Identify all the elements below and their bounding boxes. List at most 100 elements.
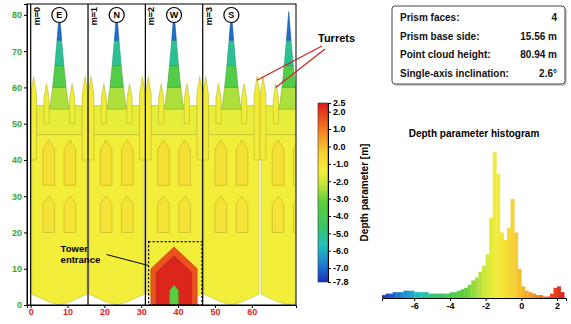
hist-x-tick: -4 [446,298,454,311]
colorbar-tick-label: -6.0 [333,246,349,256]
colorbar-tick-label: 1.0 [333,124,346,134]
y-tick-label: 40 [12,155,22,165]
histogram-bar [528,292,532,298]
colorbar-tick: 2.0 [328,107,346,117]
x-tick: 40 [174,305,184,317]
point-region [222,87,241,109]
point-region [225,66,238,88]
y-tick: 30 [12,192,27,202]
point-region [70,84,75,124]
histogram-bar [546,297,550,298]
annotation-label: Turrets [318,32,355,44]
histogram-bar [436,294,440,298]
y-tick: 50 [12,119,27,129]
point-region [44,84,49,124]
colorbar-tick-mark [328,112,331,113]
histogram-bar [475,278,479,298]
histogram-bar [446,294,450,298]
face-label: m=2 [146,7,156,25]
colorbar-tick: -7.0 [328,263,349,273]
colorbar-tick-label: 0.0 [333,142,346,152]
y-tick-mark [24,15,27,16]
y-tick-mark [24,269,27,270]
point-region [112,40,121,65]
annotation-line [276,49,325,87]
y-tick-label: 30 [12,192,22,202]
x-tick-label: 10 [63,307,73,317]
histogram-bar [443,294,447,298]
colorbar-tick-label: -7.0 [333,263,349,273]
point-region [179,140,191,185]
histogram-bar [428,294,432,298]
hist-x-tick-label: 0 [519,301,524,311]
colorbar-tick: -3.0 [328,194,349,204]
histogram-bar [561,292,565,298]
colorbar-tick-label: -3.0 [333,194,349,204]
colorbar-tick-label: 2.0 [333,107,346,117]
point-region [203,77,209,160]
figure: m=0Em=1Nm=2Wm=3S010203040506070800102030… [0,0,571,324]
point-region [43,140,55,185]
point-region [100,140,112,185]
y-tick-mark [24,232,27,233]
x-tick: 10 [63,305,73,317]
histogram-bar [464,288,468,298]
colorbar-tick-mark [328,164,331,165]
y-tick-mark [24,87,27,88]
point-region [121,196,133,232]
histogram-bar [461,289,465,298]
colorbar-label: Depth parameter [m] [359,144,370,242]
x-tick-label: 20 [100,307,110,317]
colorbar-tick: -4.0 [328,211,349,221]
colorbar-tick-mark [328,129,331,130]
point-region [101,84,106,124]
histogram-bar [393,292,397,298]
x-tick: 50 [210,305,220,317]
point-region [121,140,133,185]
point-region [215,196,227,232]
histogram-bar [453,292,457,298]
face-letter-circle [52,8,67,23]
colorbar-tick: -7.8 [328,277,349,287]
colorbar-tick-mark [328,268,331,269]
histogram-bar [386,294,390,298]
histogram-bar [525,291,529,298]
face-letter: E [56,10,62,20]
y-tick-label: 50 [12,119,22,129]
point-region [32,135,87,305]
y-tick-mark [24,305,27,306]
hist-x-tick: 0 [519,298,524,311]
histogram-bar [507,228,511,298]
hist-x-tick-label: -2 [482,301,490,311]
hist-x-tick-label: -4 [446,301,454,311]
y-tick-label: 0 [17,300,22,310]
x-tick-label: 30 [137,307,147,317]
colorbar-tick-label: -1.0 [333,159,349,169]
annotations: TurretsTowerentrance [61,32,355,305]
point-region [145,77,151,160]
colorbar-tick: 1.0 [328,124,346,134]
face-letter: S [228,10,234,20]
y-tick: 20 [12,228,27,238]
y-tick-mark [24,160,27,161]
annotation-box [149,242,202,305]
point-region [197,77,203,160]
histogram-bar [511,199,515,298]
histogram-bar [432,294,436,298]
colorbar-tick-label: -4.0 [333,211,349,221]
point-region [179,196,191,232]
point-region [31,77,37,160]
colorbar-tick-mark [328,282,331,283]
point-region [165,87,184,109]
hist-x-tick: -2 [482,298,490,311]
point-region [282,66,295,88]
histogram-bar [539,295,543,298]
colorbar-tick-mark [328,146,331,147]
point-region [208,106,254,135]
point-region [242,84,247,124]
face-letter-circle [109,8,124,23]
point-region [36,106,82,135]
face-letter-circle [167,8,182,23]
histogram-bar [471,281,475,298]
histogram-bar [457,291,461,298]
